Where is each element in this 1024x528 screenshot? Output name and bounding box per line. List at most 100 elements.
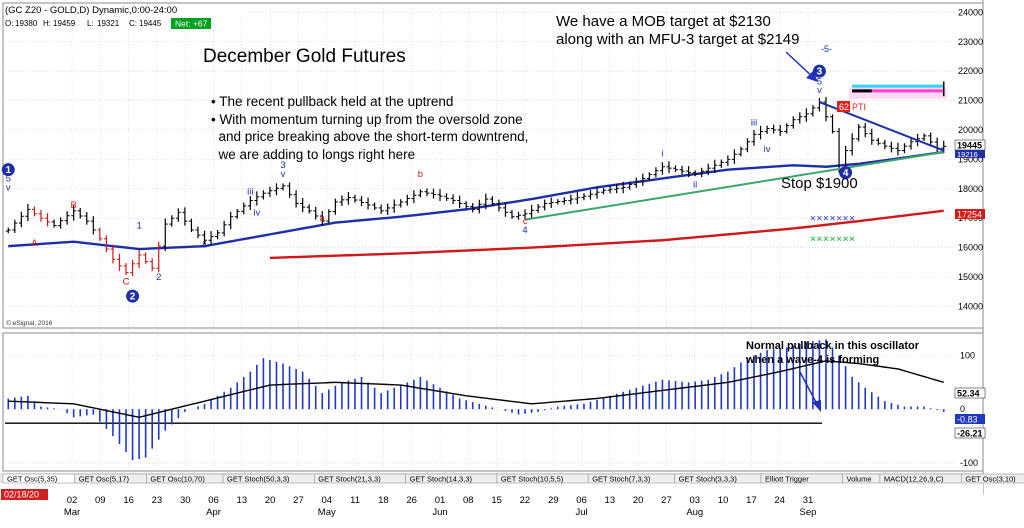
wave-label: v — [817, 85, 822, 96]
marker-tick — [810, 215, 816, 221]
x-tick-label: 18 — [378, 495, 389, 506]
net-badge — [171, 18, 211, 29]
indicator-tab-label: Volume — [847, 475, 872, 484]
x-tick-label: 15 — [491, 495, 502, 506]
x-tick-label: 10 — [718, 495, 729, 506]
month-label: Jun — [432, 507, 447, 518]
moving-averages — [8, 150, 944, 260]
indicator-tab-label: GET Osc(10,70) — [150, 475, 205, 484]
low-value: 19321 — [97, 19, 120, 28]
x-tick-label: 06 — [576, 495, 587, 506]
bullet-1: • The recent pullback held at the uptren… — [211, 94, 453, 109]
net-change: Net: +67 — [175, 19, 208, 29]
chart-title: December Gold Futures — [203, 46, 406, 67]
oscillator-axis: -100 0 100 — [960, 350, 978, 467]
bullet-3: and price breaking above the short-term … — [211, 129, 528, 144]
x-tick-label: 20 — [633, 495, 644, 506]
marker-tick — [849, 236, 855, 242]
osc-value-tags: 52.34 -0.83 -26.21 — [954, 387, 986, 439]
wave-label: ii — [202, 240, 206, 251]
month-label: Sep — [800, 507, 817, 518]
pti-value-badge — [837, 101, 850, 112]
wave-label: iv — [764, 144, 771, 155]
svg-text:-0.83: -0.83 — [957, 415, 978, 425]
x-tick-label: 29 — [548, 495, 559, 506]
marker-tick — [836, 215, 842, 221]
price-tick-label: 24000 — [958, 7, 983, 17]
wave-label: 3 — [817, 67, 823, 78]
marker-tick — [830, 215, 835, 221]
x-tick-label: 02 — [67, 495, 78, 506]
high-label: H: — [43, 19, 51, 28]
wave-5-marker: -5- — [821, 44, 832, 54]
svg-text:17254: 17254 — [957, 210, 982, 220]
wave-label: 4 — [522, 225, 527, 236]
price-tick-label: 18000 — [958, 184, 983, 194]
wave-label: 1 — [136, 220, 141, 231]
osc-tick-label: 100 — [960, 350, 975, 360]
indicator-tabs: GET Osc(5,35) GET Osc(5,17) GET Osc(10,70)… — [2, 473, 1024, 484]
price-tick-label: 19000 — [958, 154, 983, 164]
osc-tick-label: -100 — [960, 458, 978, 468]
wave-label: A — [31, 238, 38, 249]
wave-label: c — [523, 216, 528, 227]
close-label: C: — [129, 19, 137, 28]
high-value: 19459 — [53, 19, 76, 28]
x-tick-label: 20 — [265, 495, 276, 506]
price-tick-label: 16000 — [958, 243, 983, 253]
marker-tick — [843, 236, 848, 242]
oscillator-note-2: when a wave-4 is forming — [745, 354, 879, 366]
price-tick-label: 22000 — [958, 66, 983, 76]
x-tick-label: 22 — [520, 495, 531, 506]
bullet-4: we are adding to longs right here — [211, 147, 415, 162]
wave-label: 1 — [5, 165, 11, 176]
date-box-label: 02/18/20 — [4, 490, 39, 500]
header-bg — [4, 4, 247, 15]
x-tick-label: 23 — [152, 495, 163, 506]
osc-tick-label: 0 — [960, 404, 965, 414]
marker-tick — [817, 215, 822, 221]
target-arrow-icon — [785, 51, 818, 82]
x-tick-label: 27 — [661, 495, 672, 506]
x-tick-label: 24 — [774, 495, 785, 506]
month-label: May — [318, 507, 336, 518]
marker-tick — [823, 215, 829, 221]
indicator-tab-label: GET Stoch(10,5,5) — [501, 475, 564, 484]
pti-label: PTI — [852, 102, 866, 112]
wave-label: 2 — [130, 292, 136, 303]
x-axis-bg — [0, 483, 983, 523]
wave-label: 3 — [280, 160, 285, 171]
open-value: 19380 — [15, 19, 38, 28]
last-price-tag: 19445 19216 — [954, 139, 986, 159]
wave-label: b — [418, 169, 423, 180]
wave-label: iv — [253, 207, 260, 218]
x-tick-label: 31 — [803, 495, 814, 506]
wave-label: iii — [751, 118, 757, 129]
low-label: L: — [87, 19, 94, 28]
stop-label: Stop $1900 — [781, 175, 858, 192]
osc-signal-line — [8, 360, 944, 418]
indicator-tab-label: GET Osc(5,35) — [7, 475, 58, 484]
trendline — [524, 151, 944, 221]
price-bars — [5, 97, 947, 277]
x-tick-label: 13 — [605, 495, 616, 506]
indicator-tab-label: GET Stoch(21,3,3) — [318, 475, 381, 484]
svg-text:19445: 19445 — [957, 141, 982, 151]
indicator-tab-label: GET Stoch(3,3,3) — [679, 475, 738, 484]
price-tick-label: 15000 — [958, 272, 983, 282]
price-tick-label: 20000 — [958, 125, 983, 135]
wave-label: C — [123, 276, 130, 287]
wave-label: a — [320, 213, 326, 224]
x-tick-label: 30 — [180, 495, 191, 506]
month-label: Mar — [64, 507, 80, 518]
x-axis: 02 09 16 23 30 06 13 20 27 04 11 18 26 01 08 15 22 29 06 13… — [0, 483, 983, 523]
marker-tick — [823, 236, 829, 242]
svg-text:19216: 19216 — [957, 150, 978, 159]
wave-label: v — [6, 182, 11, 193]
symbol-header: (GC Z20 - GOLD,D) Dynamic,0:00-24:00 — [5, 5, 177, 16]
wave-label: 4 — [843, 168, 849, 179]
indicator-tab[interactable] — [961, 473, 1024, 484]
wave-label: i — [661, 148, 663, 159]
